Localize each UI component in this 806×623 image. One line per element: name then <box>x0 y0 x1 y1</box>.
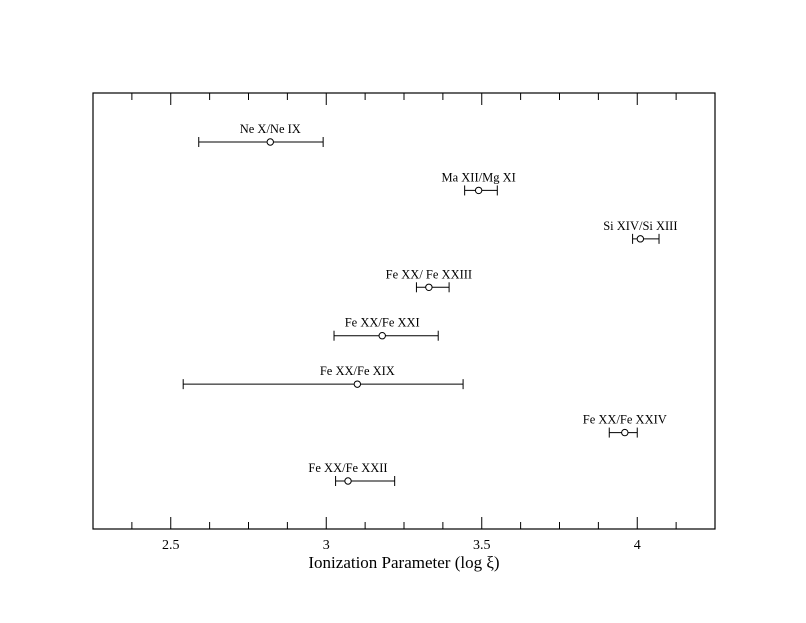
data-point-group: Ma XII/Mg XI <box>441 170 516 196</box>
data-point-group: Fe XX/Fe XXI <box>333 316 439 341</box>
data-point-marker <box>344 477 352 485</box>
data-point-label: Fe XX/Fe XXII <box>308 461 387 475</box>
data-point-label: Si XIV/Si XIII <box>603 219 677 233</box>
data-marks: Ne X/Ne IX Ma XII/Mg XI Si XIV/Si XIII Fe X… <box>182 122 678 486</box>
data-point-group: Fe XX/Fe XXII <box>308 461 396 486</box>
x-tick-label: 3 <box>323 538 330 553</box>
x-axis-ticks: 2.5 3 3.5 4 <box>131 93 677 553</box>
data-point-marker <box>474 186 483 195</box>
data-point-label: Fe XX/Fe XXIV <box>583 413 667 427</box>
data-point-marker <box>378 332 386 340</box>
data-point-marker <box>266 138 274 146</box>
x-tick-label: 2.5 <box>162 538 180 553</box>
data-point-marker <box>425 283 433 291</box>
x-tick-label: 3.5 <box>473 538 491 553</box>
data-point-group: Ne X/Ne IX <box>198 122 324 147</box>
data-point-label: Ne X/Ne IX <box>240 122 301 136</box>
x-axis-title: Ionization Parameter (log ξ) <box>308 553 499 572</box>
data-point-label: Fe XX/Fe XIX <box>320 364 395 378</box>
data-point-label: Fe XX/ Fe XXIII <box>386 267 472 281</box>
data-point-marker <box>621 428 629 437</box>
data-point-group: Si XIV/Si XIII <box>603 219 678 244</box>
data-point-group: Fe XX/ Fe XXIII <box>386 267 472 293</box>
data-point-marker <box>353 380 362 388</box>
data-point-label: Fe XX/Fe XXI <box>345 316 420 330</box>
data-point-group: Fe XX/Fe XIX <box>182 364 464 390</box>
data-point-marker <box>636 235 645 243</box>
data-point-label: Ma XII/Mg XI <box>441 170 515 184</box>
plot-frame <box>92 92 716 530</box>
x-tick-label: 4 <box>634 538 641 553</box>
data-point-group: Fe XX/Fe XXIV <box>583 413 667 438</box>
